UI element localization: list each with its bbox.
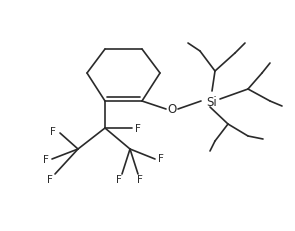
Text: Si: Si — [206, 95, 217, 108]
Text: F: F — [47, 174, 53, 184]
Text: F: F — [43, 154, 49, 164]
Text: O: O — [167, 103, 177, 116]
Text: F: F — [158, 153, 164, 163]
Text: F: F — [50, 126, 56, 137]
Text: F: F — [116, 174, 122, 184]
Text: F: F — [137, 174, 143, 184]
Text: F: F — [135, 123, 141, 134]
